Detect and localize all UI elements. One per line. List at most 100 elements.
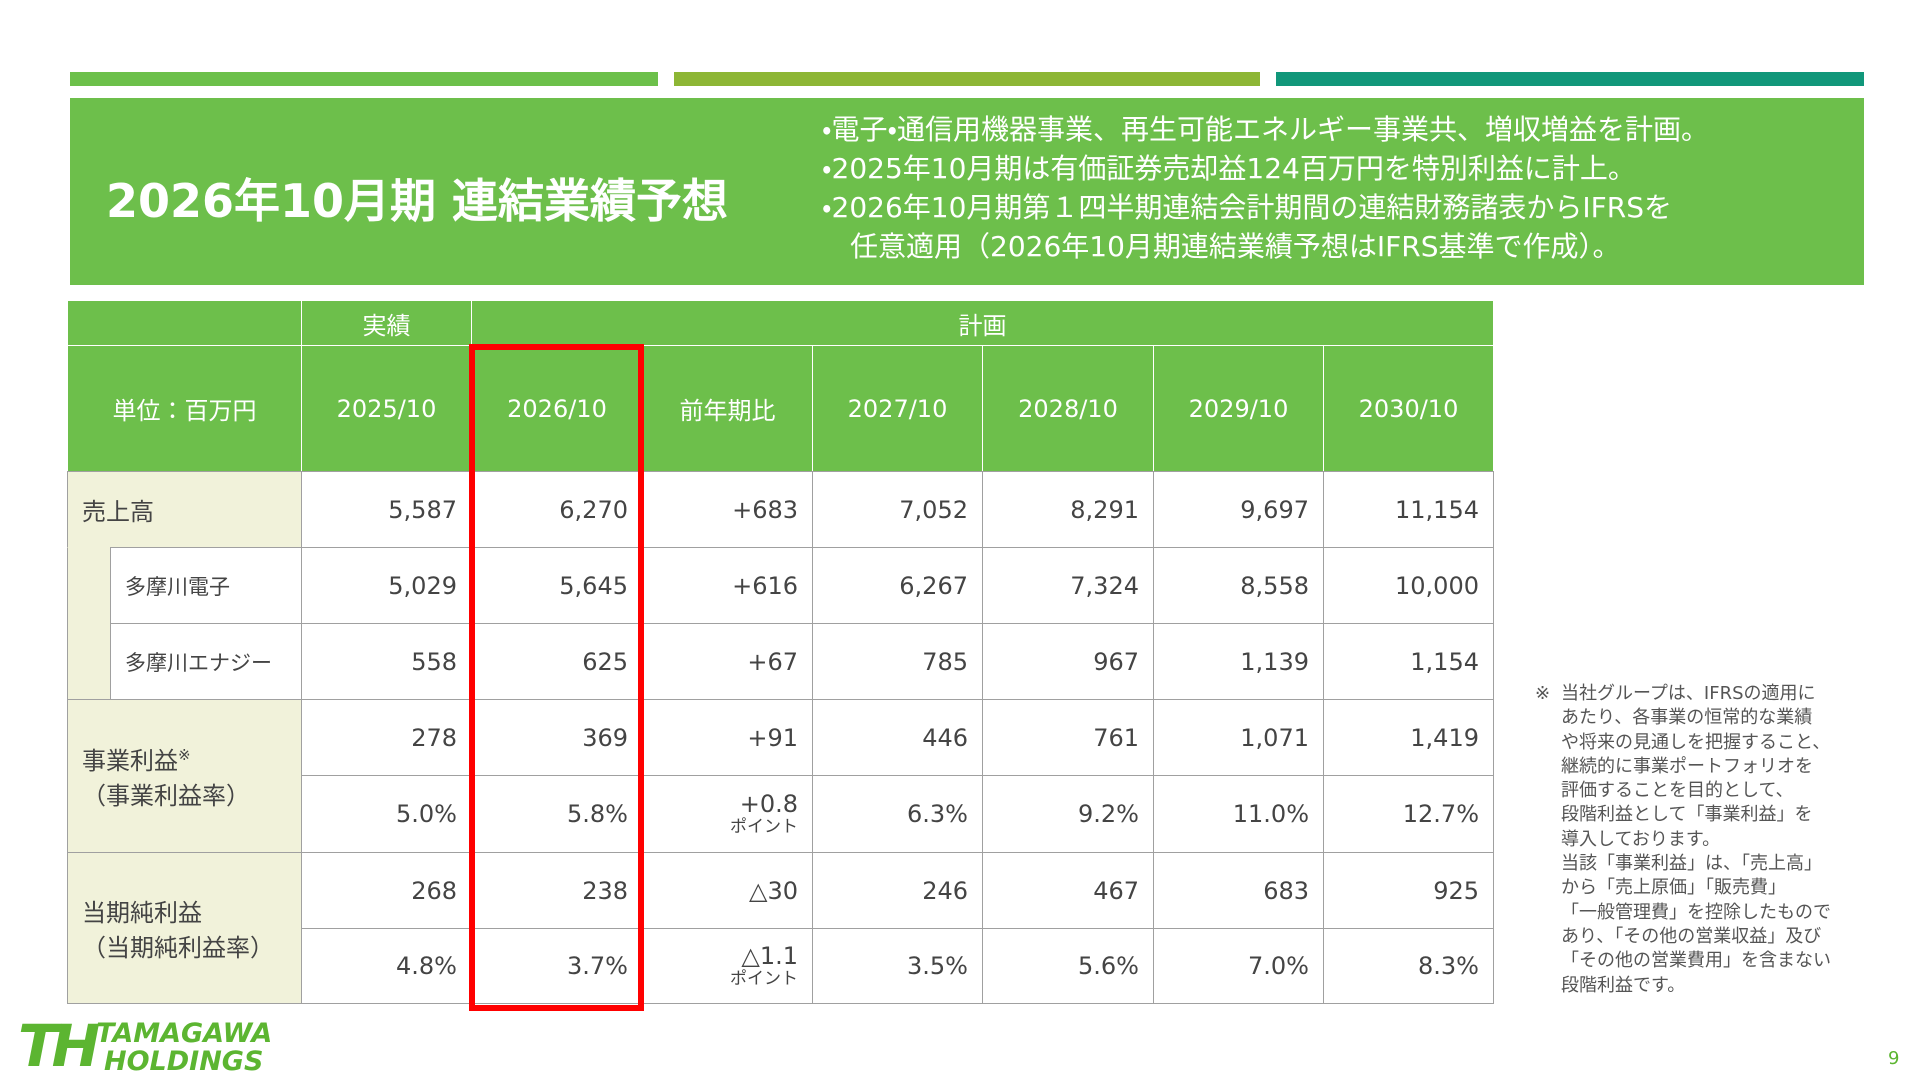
data-cell: 5,645 (471, 547, 643, 624)
data-cell: 1,154 (1323, 623, 1494, 700)
note-line: あり、「その他の営業収益」及び (1561, 925, 1822, 947)
cell-unit: ポイント (730, 969, 798, 989)
row-label-text: 事業利益 (82, 747, 178, 775)
data-cell: 683 (1153, 852, 1324, 929)
column-header: 単位：百万円 (67, 345, 302, 472)
column-header: 2029/10 (1153, 345, 1324, 472)
data-cell: 11.0% (1153, 775, 1324, 853)
note-line: 「その他の営業費用」を含まない (1561, 950, 1831, 972)
data-cell: 5,587 (301, 471, 472, 548)
note: ※ 当社グループは、IFRSの適用に あたり、各事業の恒常的な業績 や将来の見通しを把… (1535, 682, 1831, 998)
data-cell: 6,267 (812, 547, 983, 624)
row-label-text: 当期純利益 (82, 899, 202, 927)
data-cell: 558 (301, 623, 472, 700)
data-cell: 967 (982, 623, 1154, 700)
data-cell: 268 (301, 852, 472, 929)
bullet: ・電子・通信用機器事業、再生可能エネルギー事業共、増収増益を計画。 (822, 113, 1710, 146)
row-label: 多摩川電子 (110, 547, 302, 624)
column-header: 前年期比 (642, 345, 813, 472)
note-line: 導入しております。 (1561, 828, 1721, 850)
data-cell: △1.1 ポイント (642, 928, 813, 1004)
data-cell: 1,139 (1153, 623, 1324, 700)
header-cell (67, 300, 302, 346)
data-cell: 785 (812, 623, 983, 700)
deco-bar (674, 72, 1260, 86)
data-cell: 761 (982, 699, 1154, 776)
data-cell: 10,000 (1323, 547, 1494, 624)
data-cell: 1,419 (1323, 699, 1494, 776)
label-strip (67, 547, 111, 700)
note-line: あたり、各事業の恒常的な業績 (1561, 707, 1813, 729)
bullet: ・2025年10月期は有価証券売却益124百万円を特別利益に計上。 (822, 152, 1636, 185)
data-cell: +91 (642, 699, 813, 776)
data-cell: +616 (642, 547, 813, 624)
data-cell: 6.3% (812, 775, 983, 853)
highlight-box (469, 344, 644, 1011)
note-line: 当該「事業利益」は、「売上高」 (1561, 853, 1822, 875)
cell-unit: ポイント (730, 817, 798, 837)
bullet: ・2026年10月期第１四半期連結会計期間の連結財務諸表からIFRSを (822, 191, 1673, 224)
note-mark: ※ (1535, 683, 1551, 704)
deco-bar (70, 72, 658, 86)
data-cell: 7,052 (812, 471, 983, 548)
data-cell: 278 (301, 699, 472, 776)
column-header: 2028/10 (982, 345, 1154, 472)
data-cell: 3.5% (812, 928, 983, 1004)
data-cell: 246 (812, 852, 983, 929)
data-cell: 3.7% (471, 928, 643, 1004)
row-label-main: 当期純利益 (82, 893, 202, 928)
data-cell: 446 (812, 699, 983, 776)
data-cell: 1,071 (1153, 699, 1324, 776)
page-number: 9 (1888, 1048, 1900, 1069)
row-label: 多摩川エナジー (110, 623, 302, 700)
cell-value: +0.8 (739, 790, 798, 818)
data-cell: 9,697 (1153, 471, 1324, 548)
row-label-main: 事業利益※ (82, 741, 191, 776)
row-label: 事業利益※ （事業利益率） (67, 699, 302, 853)
data-cell: △30 (642, 852, 813, 929)
header-box (70, 98, 1864, 285)
data-cell: 7,324 (982, 547, 1154, 624)
note-line: 段階利益です。 (1561, 974, 1686, 996)
data-cell: 467 (982, 852, 1154, 929)
note-line: から「売上原価」「販売費」 (1561, 877, 1786, 899)
row-label-sub: （事業利益率） (82, 782, 250, 810)
column-header: 2025/10 (301, 345, 472, 472)
data-cell: 4.8% (301, 928, 472, 1004)
group-header: 計画 (471, 300, 1494, 346)
data-cell: 7.0% (1153, 928, 1324, 1004)
note-line: 継続的に事業ポートフォリオを (1561, 755, 1813, 777)
cell-value: △1.1 (741, 942, 798, 970)
data-cell: 5,029 (301, 547, 472, 624)
data-cell: 5.0% (301, 775, 472, 853)
column-header: 2030/10 (1323, 345, 1494, 472)
data-cell: 925 (1323, 852, 1494, 929)
note-line: 段階利益として「事業利益」を (1561, 804, 1813, 826)
data-cell: 8.3% (1323, 928, 1494, 1004)
data-cell: 9.2% (982, 775, 1154, 853)
data-cell: 625 (471, 623, 643, 700)
row-label: 売上高 (67, 471, 302, 548)
data-cell: 8,558 (1153, 547, 1324, 624)
row-label: 当期純利益 （当期純利益率） (67, 852, 302, 1004)
bullet: 任意適用（2026年10月期連結業績予想はIFRS基準で作成）。 (850, 230, 1621, 263)
row-label-mark: ※ (178, 746, 191, 764)
deco-bar (1276, 72, 1864, 86)
data-cell: +683 (642, 471, 813, 548)
column-header: 2027/10 (812, 345, 983, 472)
data-cell: 12.7% (1323, 775, 1494, 853)
note-line: 当社グループは、IFRSの適用に (1561, 683, 1816, 704)
logo-line: TAMAGAWA (96, 1018, 273, 1049)
data-cell: 11,154 (1323, 471, 1494, 548)
bullets: ・電子・通信用機器事業、再生可能エネルギー事業共、増収増益を計画。 ・2025年1… (822, 110, 1709, 266)
data-cell: +67 (642, 623, 813, 700)
logo-text: TAMAGAWA HOLDINGS (96, 1020, 272, 1076)
data-cell: 369 (471, 699, 643, 776)
data-cell: +0.8 ポイント (642, 775, 813, 853)
logo-line: HOLDINGS (104, 1046, 264, 1077)
logo-mark: TH (18, 1012, 100, 1080)
note-line: や将来の見通しを把握すること、 (1561, 731, 1831, 753)
note-line: 評価することを目的として、 (1561, 780, 1794, 802)
row-label-sub: （当期純利益率） (82, 934, 274, 962)
